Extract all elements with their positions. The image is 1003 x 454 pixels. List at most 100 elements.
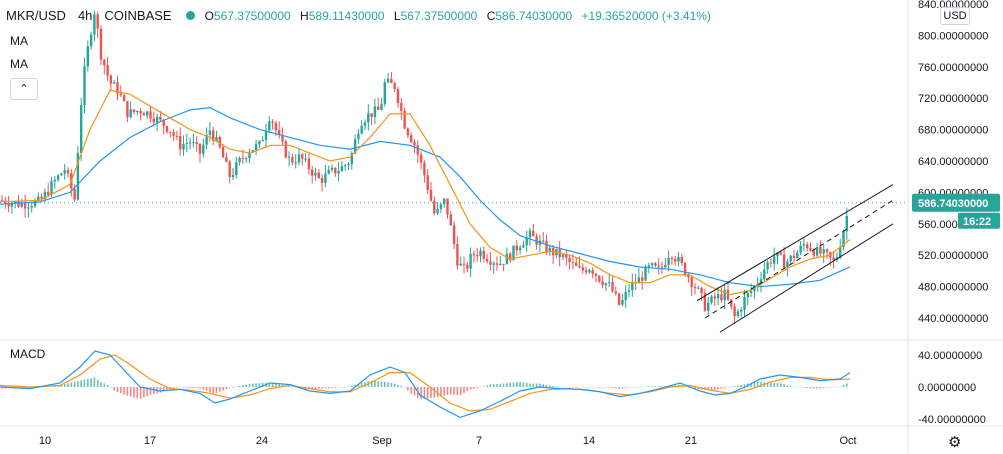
macd-histogram-bar <box>842 385 845 387</box>
candle-body <box>132 109 136 113</box>
macd-histogram-bar <box>450 387 452 395</box>
exchange-label: COINBASE <box>104 8 172 23</box>
candle-body <box>238 157 241 163</box>
macd-histogram-bar <box>624 387 627 388</box>
macd-histogram-bar <box>374 381 376 387</box>
candle-body <box>10 203 14 207</box>
macd-histogram-bar <box>67 383 69 387</box>
candle-body <box>360 125 363 134</box>
macd-histogram-bar <box>90 378 92 387</box>
macd-histogram-bar <box>654 386 657 387</box>
candle-body <box>492 263 495 265</box>
ma-indicator-2[interactable]: MA <box>10 57 28 71</box>
macd-histogram-bar <box>57 385 59 387</box>
candle-body <box>456 243 459 266</box>
macd-histogram-bar <box>822 387 825 389</box>
ma-indicator-1[interactable]: MA <box>10 34 28 48</box>
macd-histogram-bar <box>697 387 700 390</box>
macd-histogram-bar <box>215 387 218 394</box>
candle-body <box>746 292 749 298</box>
candle-body <box>301 154 304 159</box>
candle-body <box>202 144 205 154</box>
candle-body <box>119 93 122 96</box>
macd-histogram-bar <box>466 387 469 392</box>
macd-histogram-bar <box>370 380 373 387</box>
collapse-indicators-button[interactable]: ⌃ <box>10 78 38 100</box>
candle-body <box>624 291 627 301</box>
candle-body <box>469 253 472 269</box>
candle-body <box>505 253 509 265</box>
macd-histogram-bar <box>786 385 789 387</box>
macd-histogram-bar <box>120 387 122 394</box>
macd-histogram-bar <box>288 386 290 387</box>
candle-body <box>99 28 103 60</box>
macd-histogram-bar <box>113 387 115 391</box>
macd-histogram-bar <box>390 382 393 387</box>
macd-histogram-bar <box>456 387 459 396</box>
currency-button[interactable]: USD <box>940 7 970 25</box>
macd-histogram-bar <box>499 383 502 387</box>
macd-histogram-bar <box>789 386 792 387</box>
candle-body <box>763 269 766 280</box>
macd-histogram-bar <box>479 387 482 388</box>
candle-body <box>664 264 667 268</box>
candle-body <box>264 130 268 140</box>
candle-body <box>786 261 789 268</box>
macd-histogram-bar <box>591 387 594 388</box>
candle-body <box>386 78 390 83</box>
candle-body <box>535 236 538 245</box>
candle-body <box>591 270 594 274</box>
candle-body <box>66 170 70 174</box>
candle-body <box>839 247 842 258</box>
macd-histogram-bar <box>63 384 66 387</box>
macd-histogram-bar <box>186 387 188 388</box>
macd-histogram-bar <box>242 385 244 387</box>
change-value: +19.36520000 (+3.41%) <box>581 8 711 23</box>
macd-histogram-bar <box>578 387 581 388</box>
candle-body <box>789 255 792 262</box>
close-value: 586.74030000 <box>495 8 573 23</box>
macd-histogram-bar <box>380 381 383 387</box>
macd-histogram-bar <box>40 387 43 388</box>
candle-body <box>707 302 710 311</box>
candle-body <box>637 277 641 284</box>
interval-label[interactable]: 4h <box>77 8 93 23</box>
price-tick-label: 480.00000000 <box>918 282 988 294</box>
candle-body <box>291 156 294 163</box>
macd-histogram-bar <box>209 387 211 393</box>
candle-body <box>617 293 621 305</box>
channel-upper-line <box>696 184 894 302</box>
macd-histogram-bar <box>816 387 818 389</box>
time-tick-label: 7 <box>476 435 482 447</box>
candle-body <box>195 142 198 144</box>
macd-histogram-bar <box>684 386 686 387</box>
candle-body <box>413 142 416 146</box>
settings-gear-icon[interactable]: ⚙ <box>948 434 962 451</box>
candle-body <box>334 167 337 174</box>
candle-body <box>571 262 575 264</box>
candle-body <box>169 131 172 133</box>
candle-body <box>561 254 565 258</box>
macd-histogram-bar <box>321 387 323 389</box>
candle-body <box>162 119 165 127</box>
candle-body <box>499 263 502 265</box>
macd-histogram-bar <box>347 386 350 388</box>
candle-body <box>647 265 650 267</box>
candle-body <box>796 252 799 259</box>
macd-histogram-bar <box>341 387 343 388</box>
candle-body <box>340 166 344 172</box>
candle-body <box>370 113 373 117</box>
candle-body <box>281 134 284 142</box>
macd-histogram-bar <box>615 387 617 389</box>
candle-body <box>443 198 446 205</box>
channel-lower-line <box>719 223 894 333</box>
macd-histogram-bar <box>96 379 99 387</box>
macd-histogram-bar <box>737 385 739 387</box>
macd-indicator-label[interactable]: MACD <box>10 347 46 361</box>
symbol-label[interactable]: MKR/USD <box>6 8 66 23</box>
candle-body <box>254 144 258 150</box>
macd-histogram-bar <box>489 384 492 387</box>
candle-body <box>83 66 86 106</box>
candle-body <box>278 130 281 135</box>
